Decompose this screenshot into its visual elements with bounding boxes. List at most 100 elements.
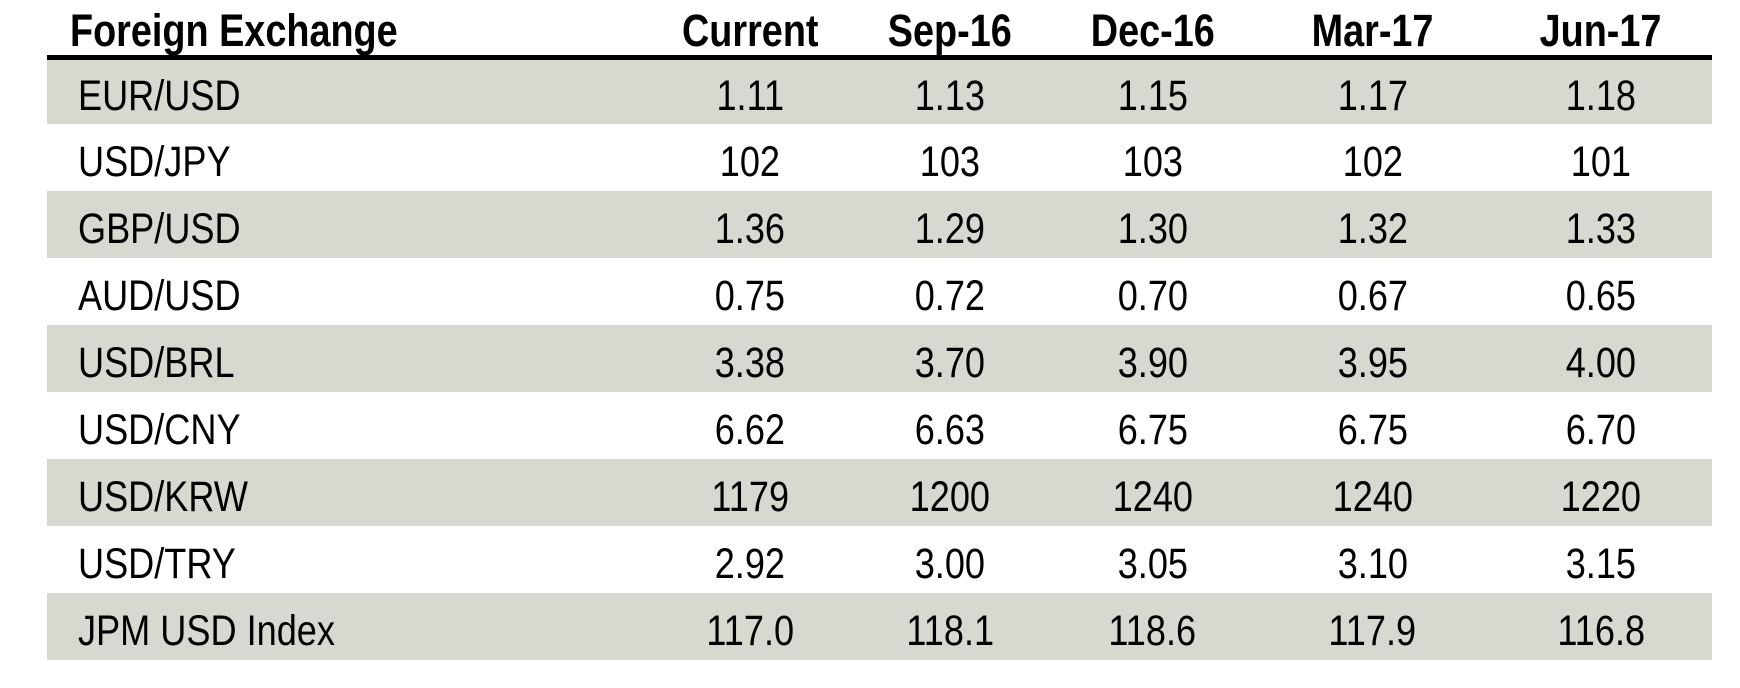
cell-value: 1200 xyxy=(909,472,991,521)
cell-value: 118.1 xyxy=(906,606,994,655)
value-cell-current: 1179 xyxy=(650,459,850,526)
value-cell-current: 1.36 xyxy=(650,191,850,258)
row-label: AUD/USD xyxy=(78,271,241,320)
column-header-jun-17: Jun-17 xyxy=(1490,0,1712,60)
row-label: USD/JPY xyxy=(78,137,231,186)
cell-value: 1179 xyxy=(711,472,789,521)
cell-value: 1240 xyxy=(1112,472,1193,521)
cell-value: 1.17 xyxy=(1337,71,1408,120)
row-label-cell: USD/KRW xyxy=(47,459,650,526)
cell-value: 101 xyxy=(1570,137,1632,186)
table-row: USD/CNY 6.62 6.63 6.75 6.75 6.70 xyxy=(47,392,1712,459)
cell-value: 1220 xyxy=(1560,472,1642,521)
cell-value: 4.00 xyxy=(1565,338,1637,387)
value-cell-dec-16: 118.6 xyxy=(1050,593,1255,660)
cell-value: 6.62 xyxy=(714,405,786,454)
cell-value: 3.05 xyxy=(1117,539,1188,588)
value-cell-sep-16: 3.00 xyxy=(850,526,1050,593)
value-cell-mar-17: 3.10 xyxy=(1255,526,1490,593)
value-cell-current: 6.62 xyxy=(650,392,850,459)
value-cell-mar-17: 6.75 xyxy=(1255,392,1490,459)
cell-value: 1.13 xyxy=(914,71,986,120)
table-row: USD/TRY 2.92 3.00 3.05 3.10 3.15 xyxy=(47,526,1712,593)
value-cell-jun-17: 116.8 xyxy=(1490,593,1712,660)
row-label: JPM USD Index xyxy=(78,606,335,655)
cell-value: 1.29 xyxy=(914,204,986,253)
value-cell-mar-17: 3.95 xyxy=(1255,325,1490,392)
row-label-cell: USD/CNY xyxy=(47,392,650,459)
row-label: GBP/USD xyxy=(78,204,241,253)
cell-value: 6.75 xyxy=(1117,405,1188,454)
value-cell-dec-16: 3.05 xyxy=(1050,526,1255,593)
column-header-dec-16: Dec-16 xyxy=(1050,0,1255,60)
row-label: USD/CNY xyxy=(78,405,241,454)
row-label: USD/KRW xyxy=(78,472,248,521)
cell-value: 3.70 xyxy=(914,338,986,387)
cell-value: 1240 xyxy=(1332,472,1413,521)
cell-value: 3.15 xyxy=(1565,539,1637,588)
row-label: EUR/USD xyxy=(78,71,241,120)
value-cell-current: 1.11 xyxy=(650,57,850,124)
row-label: USD/TRY xyxy=(78,539,236,588)
table-row: USD/BRL 3.38 3.70 3.90 3.95 4.00 xyxy=(47,325,1712,392)
cell-value: 6.75 xyxy=(1337,405,1408,454)
cell-value: 0.70 xyxy=(1117,271,1188,320)
value-cell-mar-17: 102 xyxy=(1255,124,1490,191)
table-row: USD/KRW 1179 1200 1240 1240 1220 xyxy=(47,459,1712,526)
cell-value: 3.38 xyxy=(714,338,786,387)
cell-value: 6.63 xyxy=(914,405,986,454)
cell-value: 3.10 xyxy=(1337,539,1408,588)
table-row: GBP/USD 1.36 1.29 1.30 1.32 1.33 xyxy=(47,191,1712,258)
value-cell-current: 2.92 xyxy=(650,526,850,593)
fx-forecast-table: Foreign Exchange Current Sep-16 Dec-16 M… xyxy=(47,0,1712,660)
column-header-foreign-exchange: Foreign Exchange xyxy=(47,0,650,60)
cell-value: 103 xyxy=(919,137,981,186)
value-cell-jun-17: 101 xyxy=(1490,124,1712,191)
column-header-label: Jun-17 xyxy=(1540,4,1662,56)
cell-value: 1.30 xyxy=(1117,204,1188,253)
value-cell-sep-16: 1.29 xyxy=(850,191,1050,258)
value-cell-dec-16: 3.90 xyxy=(1050,325,1255,392)
cell-value: 1.18 xyxy=(1565,71,1637,120)
cell-value: 0.65 xyxy=(1565,271,1637,320)
cell-value: 1.36 xyxy=(714,204,786,253)
table-body: EUR/USD 1.11 1.13 1.15 1.17 1.18 USD/JPY… xyxy=(47,57,1712,660)
cell-value: 2.92 xyxy=(714,539,786,588)
value-cell-jun-17: 6.70 xyxy=(1490,392,1712,459)
value-cell-jun-17: 1.33 xyxy=(1490,191,1712,258)
cell-value: 117.9 xyxy=(1328,606,1417,655)
value-cell-dec-16: 1.30 xyxy=(1050,191,1255,258)
cell-value: 102 xyxy=(719,137,781,186)
cell-value: 3.95 xyxy=(1337,338,1408,387)
header-row: Foreign Exchange Current Sep-16 Dec-16 M… xyxy=(47,0,1712,60)
value-cell-current: 3.38 xyxy=(650,325,850,392)
value-cell-sep-16: 0.72 xyxy=(850,258,1050,325)
cell-value: 118.6 xyxy=(1108,606,1197,655)
cell-value: 103 xyxy=(1122,137,1183,186)
cell-value: 0.67 xyxy=(1337,271,1408,320)
cell-value: 1.15 xyxy=(1117,71,1188,120)
value-cell-sep-16: 3.70 xyxy=(850,325,1050,392)
value-cell-sep-16: 1.13 xyxy=(850,57,1050,124)
value-cell-dec-16: 1240 xyxy=(1050,459,1255,526)
table-row: USD/JPY 102 103 103 102 101 xyxy=(47,124,1712,191)
value-cell-current: 102 xyxy=(650,124,850,191)
cell-value: 6.70 xyxy=(1565,405,1637,454)
cell-value: 3.00 xyxy=(914,539,986,588)
table-row: JPM USD Index 117.0 118.1 118.6 117.9 11… xyxy=(47,593,1712,660)
value-cell-dec-16: 103 xyxy=(1050,124,1255,191)
value-cell-mar-17: 1.32 xyxy=(1255,191,1490,258)
table-title: Foreign Exchange xyxy=(70,4,398,56)
value-cell-jun-17: 3.15 xyxy=(1490,526,1712,593)
cell-value: 1.11 xyxy=(716,71,784,120)
cell-value: 1.33 xyxy=(1565,204,1637,253)
value-cell-current: 117.0 xyxy=(650,593,850,660)
value-cell-sep-16: 118.1 xyxy=(850,593,1050,660)
row-label-cell: USD/JPY xyxy=(47,124,650,191)
value-cell-mar-17: 1240 xyxy=(1255,459,1490,526)
value-cell-jun-17: 4.00 xyxy=(1490,325,1712,392)
table-row: AUD/USD 0.75 0.72 0.70 0.67 0.65 xyxy=(47,258,1712,325)
value-cell-jun-17: 1220 xyxy=(1490,459,1712,526)
row-label-cell: USD/TRY xyxy=(47,526,650,593)
value-cell-dec-16: 0.70 xyxy=(1050,258,1255,325)
